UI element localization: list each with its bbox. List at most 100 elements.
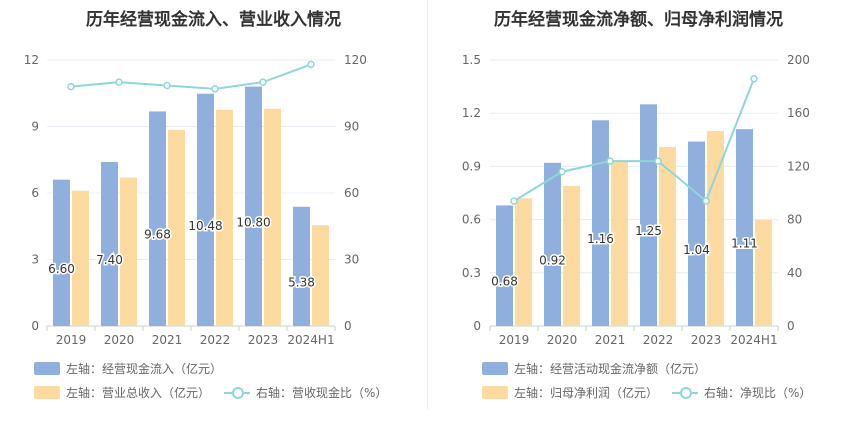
left-axis-tick-label: 9 — [31, 120, 39, 134]
right-legend-row-2: 左轴：归母净利润（亿元） 右轴：净现比（%） — [482, 384, 811, 401]
right-bar-primary — [736, 129, 753, 326]
left-bar-primary — [293, 206, 310, 326]
legend-label: 左轴：营业总收入（亿元） — [66, 386, 211, 400]
legend-label: 左轴：归母净利润（亿元） — [514, 386, 659, 400]
x-axis-tick-label: 2022 — [200, 333, 231, 347]
left-bar-secondary — [312, 225, 329, 326]
legend-swatch — [482, 386, 508, 399]
legend-label: 左轴：经营活动现金流净额（亿元） — [514, 362, 707, 376]
right-bar-primary — [640, 104, 657, 326]
left-bar-primary — [245, 86, 262, 326]
left-bar-data-label: 7.40 — [96, 253, 123, 267]
left-ratio-point — [259, 78, 267, 86]
left-bar-data-label: 10.80 — [236, 215, 270, 229]
right-legend-item-netflow[interactable]: 左轴：经营活动现金流净额（亿元） — [482, 360, 706, 377]
right-axis-tick-label: 200 — [787, 53, 810, 67]
right-ratio-point — [510, 197, 518, 205]
x-axis-tick-label: 2021 — [152, 333, 183, 347]
x-axis-tick-label: 2020 — [104, 333, 135, 347]
right-legend-item-ratio[interactable]: 右轴：净现比（%） — [672, 384, 811, 401]
left-axis-tick-label: 3 — [31, 253, 39, 267]
right-bar-data-label: 1.04 — [683, 243, 710, 257]
left-bar-secondary — [72, 190, 89, 326]
right-bar-data-label: 0.92 — [539, 253, 566, 267]
right-bar-secondary — [515, 198, 532, 326]
legend-swatch — [482, 362, 508, 375]
left-bar-primary — [197, 93, 214, 327]
left-ratio-point — [115, 78, 123, 86]
right-bar-secondary — [611, 161, 628, 326]
left-ratio-point — [211, 85, 219, 93]
right-axis-tick-label: 120 — [787, 159, 810, 173]
right-ratio-point — [750, 74, 758, 83]
left-axis-tick-label: 0.6 — [462, 213, 481, 227]
right-axis-tick-label: 40 — [787, 266, 802, 280]
left-axis-tick-label: 0.9 — [462, 159, 481, 173]
left-axis-tick-label: 6 — [31, 186, 39, 200]
right-ratio-point — [702, 197, 710, 205]
left-axis-tick-label: 0 — [31, 319, 39, 333]
right-ratio-point — [558, 167, 566, 176]
left-chart-title: 历年经营现金流入、营业收入情况 — [86, 10, 341, 30]
left-ratio-line — [70, 63, 312, 90]
left-axis-tick-label: 0 — [473, 319, 481, 333]
left-legend-row-2: 左轴：营业总收入（亿元） 右轴：营收现金比（%） — [34, 384, 387, 401]
right-bar-secondary — [659, 146, 676, 326]
legend-swatch — [34, 362, 60, 375]
right-bar-secondary — [563, 185, 580, 326]
right-axis-tick-label: 0 — [344, 319, 352, 333]
x-axis-tick-label: 2019 — [56, 333, 87, 347]
right-axis-tick-label: 60 — [344, 186, 359, 200]
x-axis-tick-label: 2023 — [248, 333, 279, 347]
left-legend-row-1: 左轴：经营现金流入（亿元） — [34, 360, 222, 377]
right-axis-tick-label: 0 — [787, 319, 795, 333]
x-axis-tick-label: 2023 — [691, 333, 722, 347]
right-legend-row-1: 左轴：经营活动现金流净额（亿元） — [482, 360, 706, 377]
panel-divider — [427, 0, 428, 410]
left-legend-item-inflow[interactable]: 左轴：经营现金流入（亿元） — [34, 360, 222, 377]
left-axis-tick-label: 0.3 — [462, 266, 481, 280]
left-legend-item-revenue[interactable]: 左轴：营业总收入（亿元） — [34, 384, 210, 401]
right-bar-data-label: 1.11 — [731, 237, 758, 251]
right-bar-data-label: 1.16 — [587, 232, 614, 246]
left-axis-tick-label: 12 — [24, 53, 39, 67]
legend-label: 左轴：经营现金流入（亿元） — [66, 362, 223, 376]
right-bar-primary — [496, 205, 513, 326]
right-legend-item-profit[interactable]: 左轴：归母净利润（亿元） — [482, 384, 658, 401]
left-bar-primary — [149, 111, 166, 326]
left-legend-item-ratio[interactable]: 右轴：营收现金比（%） — [224, 384, 387, 401]
right-bar-data-label: 1.25 — [635, 224, 662, 238]
right-bar-primary — [544, 162, 561, 326]
left-bar-secondary — [264, 108, 281, 327]
right-axis-tick-label: 90 — [344, 120, 359, 134]
right-ratio-point — [654, 157, 662, 165]
legend-label: 右轴：净现比（%） — [704, 386, 812, 400]
right-ratio-line — [513, 78, 755, 203]
right-bar-primary — [592, 120, 609, 326]
left-bar-data-label: 9.68 — [144, 228, 171, 242]
legend-label: 右轴：营收现金比（%） — [256, 386, 388, 400]
right-ratio-point — [606, 157, 614, 165]
right-bar-secondary — [755, 219, 772, 326]
right-axis-tick-label: 80 — [787, 213, 802, 227]
right-chart: 0 0.3 0.6 0.9 1.2 1.5 0 40 80 120 160 200 2019 2020 20… — [462, 53, 810, 347]
x-axis-tick-label: 2024H1 — [730, 333, 777, 347]
left-bar-primary — [53, 179, 70, 326]
legend-swatch — [34, 386, 60, 399]
left-ratio-point — [307, 60, 315, 69]
right-bar-data-label: 0.68 — [491, 275, 518, 289]
legend-line-swatch — [672, 386, 699, 399]
right-axis-tick-label: 120 — [344, 53, 367, 67]
left-bar-secondary — [216, 109, 233, 326]
right-bar-secondary — [707, 130, 724, 326]
x-axis-tick-label: 2022 — [643, 333, 674, 347]
x-axis-tick-label: 2024H1 — [287, 333, 334, 347]
right-axis-tick-label: 160 — [787, 106, 810, 120]
left-axis-tick-label: 1.2 — [462, 106, 481, 120]
x-axis-tick-label: 2019 — [499, 333, 530, 347]
left-bar-data-label: 10.48 — [188, 219, 222, 233]
left-ratio-point — [163, 81, 171, 90]
left-bar-secondary — [120, 177, 137, 326]
